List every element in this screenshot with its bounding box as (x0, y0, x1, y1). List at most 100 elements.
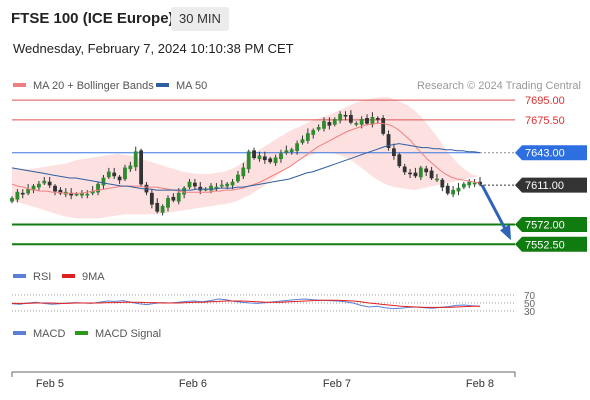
candle-body-52 (289, 149, 294, 152)
candle-body-62 (343, 114, 348, 117)
candle-52 (289, 147, 294, 155)
candle-79 (435, 173, 439, 183)
candle-body-58 (322, 121, 326, 129)
candle-body-42 (236, 174, 240, 182)
candle-68 (375, 116, 380, 124)
candle-body-82 (451, 189, 456, 195)
candle-body-41 (230, 181, 235, 186)
macd-swatch (13, 331, 26, 336)
candle-7 (47, 176, 52, 189)
candle-body-84 (461, 183, 466, 188)
candle-body-72 (397, 154, 402, 167)
rsi-level-label-2: 30 (524, 307, 536, 318)
candle-20 (117, 174, 122, 185)
candle-49 (273, 154, 278, 166)
candle-23 (133, 146, 138, 171)
candle-77 (424, 165, 429, 176)
candle-body-69 (381, 118, 386, 134)
candle-6 (42, 176, 47, 186)
candle-71 (392, 143, 396, 160)
candle-58 (322, 117, 326, 132)
candle-body-3 (26, 188, 31, 194)
candle-body-34 (192, 182, 197, 187)
moving-averages-layer (11, 122, 511, 241)
candle-27 (155, 198, 160, 214)
level-tag-box-4 (515, 217, 587, 233)
candle-body-27 (155, 202, 160, 212)
candle-63 (348, 110, 353, 125)
ma9-swatch (62, 274, 75, 279)
candle-body-0 (10, 197, 14, 202)
candle-body-17 (101, 177, 106, 186)
candle-body-1 (15, 191, 20, 200)
candle-body-45 (252, 150, 256, 159)
candle-body-28 (160, 206, 165, 213)
candle-body-63 (348, 114, 353, 123)
ma20-swatch (13, 83, 26, 88)
candle-5 (36, 181, 41, 192)
candle-body-68 (375, 118, 380, 120)
candle-86 (472, 179, 477, 188)
candle-34 (192, 179, 197, 190)
candle-body-77 (424, 168, 429, 173)
candle-29 (166, 195, 170, 212)
candle-body-44 (246, 151, 251, 170)
candle-33 (187, 179, 192, 190)
candle-body-64 (354, 123, 359, 125)
level-tag-5: 7552.50 (515, 236, 587, 252)
candle-46 (257, 151, 262, 162)
candle-body-55 (305, 133, 310, 141)
candle-28 (160, 204, 165, 216)
candle-body-80 (440, 179, 445, 188)
candle-body-81 (445, 185, 450, 194)
macd-signal-legend-label: MACD Signal (95, 328, 162, 340)
candle-body-37 (209, 185, 213, 191)
candle-42 (236, 170, 240, 184)
candle-body-85 (467, 181, 472, 186)
candle-body-12 (74, 193, 79, 196)
candle-70 (386, 130, 391, 151)
x-axis: Feb 5 Feb 6 Feb 7 Feb 8 (11, 371, 516, 390)
level-tag-4: 7572.00 (515, 217, 587, 233)
candle-body-60 (332, 119, 337, 125)
candle-body-66 (365, 118, 369, 124)
candle-16 (96, 182, 100, 196)
candle-body-43 (241, 167, 246, 177)
candle-45 (252, 147, 256, 160)
candle-18 (106, 167, 111, 180)
price-tags-layer: 7695.00 7675.50 7643.00 7611.00 7572.00 7552.… (515, 95, 587, 252)
candle-body-22 (128, 165, 133, 170)
timeframe-badge[interactable]: 30 MIN (171, 7, 229, 31)
candle-body-74 (408, 172, 412, 175)
ma50-line (11, 143, 481, 191)
candle-39 (219, 180, 224, 189)
candle-73 (402, 163, 407, 175)
level-tag-3: 7611.00 (515, 177, 587, 193)
candle-80 (440, 177, 445, 192)
candle-body-32 (182, 187, 187, 195)
candle-body-33 (187, 181, 192, 188)
candle-78 (429, 166, 434, 181)
candle-body-50 (279, 153, 283, 160)
price-levels-layer (12, 99, 515, 246)
candle-body-86 (472, 182, 477, 185)
level-tag-0: 7695.00 (525, 95, 565, 107)
candle-body-46 (257, 155, 262, 160)
candle-body-23 (133, 151, 138, 168)
candle-body-30 (171, 196, 176, 201)
ma20-legend-label: MA 20 + Bollinger Bands (33, 80, 154, 92)
candle-body-31 (176, 192, 181, 202)
candle-body-18 (106, 171, 111, 178)
candle-81 (445, 183, 450, 196)
candle-74 (408, 168, 412, 178)
candle-body-48 (268, 158, 273, 163)
candle-66 (365, 114, 369, 126)
candle-82 (451, 186, 456, 198)
candle-59 (327, 117, 332, 130)
candle-body-5 (36, 183, 41, 188)
candle-body-38 (214, 186, 219, 189)
candle-62 (343, 111, 348, 121)
candle-body-56 (311, 130, 316, 135)
